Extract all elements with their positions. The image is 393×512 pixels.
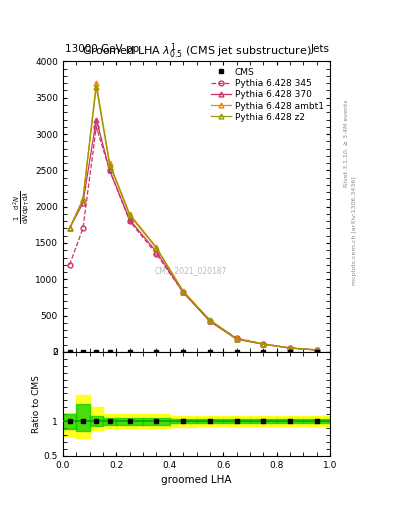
Pythia 6.428 ambt1 [67, 225, 72, 231]
Pythia 6.428 ambt1 [261, 341, 266, 347]
Pythia 6.428 z2 [67, 225, 72, 231]
Line: Pythia 6.428 370: Pythia 6.428 370 [67, 117, 319, 352]
CMS [208, 349, 212, 355]
Line: Pythia 6.428 ambt1: Pythia 6.428 ambt1 [67, 81, 319, 352]
Text: Rivet 3.1.10, ≥ 3.4M events: Rivet 3.1.10, ≥ 3.4M events [344, 99, 349, 187]
Pythia 6.428 345 [261, 341, 266, 347]
Pythia 6.428 ambt1 [81, 196, 85, 202]
Pythia 6.428 z2 [314, 347, 319, 353]
Line: Pythia 6.428 345: Pythia 6.428 345 [67, 124, 319, 352]
X-axis label: groomed LHA: groomed LHA [161, 475, 232, 485]
CMS [81, 349, 85, 355]
Pythia 6.428 ambt1 [181, 288, 185, 294]
CMS [314, 349, 319, 355]
CMS [261, 349, 266, 355]
Pythia 6.428 370 [94, 116, 99, 122]
Pythia 6.428 345 [94, 124, 99, 130]
Text: 13000 GeV pp: 13000 GeV pp [65, 44, 139, 54]
Pythia 6.428 ambt1 [234, 335, 239, 342]
CMS [181, 349, 185, 355]
Pythia 6.428 345 [181, 289, 185, 295]
Text: mcplots.cern.ch [arXiv:1306.3436]: mcplots.cern.ch [arXiv:1306.3436] [352, 176, 357, 285]
Pythia 6.428 370 [181, 289, 185, 295]
Pythia 6.428 370 [81, 200, 85, 206]
Pythia 6.428 ambt1 [208, 317, 212, 323]
Pythia 6.428 370 [288, 345, 292, 351]
Pythia 6.428 z2 [181, 289, 185, 295]
Pythia 6.428 z2 [154, 245, 159, 251]
Line: Pythia 6.428 z2: Pythia 6.428 z2 [67, 84, 319, 352]
CMS [107, 349, 112, 355]
Pythia 6.428 370 [261, 341, 266, 347]
CMS [154, 349, 159, 355]
Pythia 6.428 345 [208, 317, 212, 324]
Pythia 6.428 z2 [288, 345, 292, 351]
Pythia 6.428 370 [67, 225, 72, 231]
Legend: CMS, Pythia 6.428 345, Pythia 6.428 370, Pythia 6.428 ambt1, Pythia 6.428 z2: CMS, Pythia 6.428 345, Pythia 6.428 370,… [209, 66, 326, 123]
Pythia 6.428 z2 [107, 161, 112, 167]
Pythia 6.428 ambt1 [94, 80, 99, 87]
CMS [288, 349, 292, 355]
Pythia 6.428 345 [154, 251, 159, 257]
Pythia 6.428 370 [154, 249, 159, 255]
Pythia 6.428 ambt1 [288, 345, 292, 351]
Pythia 6.428 z2 [234, 336, 239, 342]
Pythia 6.428 370 [314, 347, 319, 353]
Y-axis label: Ratio to CMS: Ratio to CMS [32, 375, 41, 433]
Pythia 6.428 345 [67, 262, 72, 268]
Title: Groomed LHA $\lambda^{1}_{0.5}$ (CMS jet substructure): Groomed LHA $\lambda^{1}_{0.5}$ (CMS jet… [82, 42, 311, 61]
CMS [127, 349, 132, 355]
CMS [94, 349, 99, 355]
Pythia 6.428 ambt1 [127, 211, 132, 217]
Pythia 6.428 345 [288, 345, 292, 351]
Pythia 6.428 345 [81, 225, 85, 231]
Pythia 6.428 370 [234, 336, 239, 343]
Pythia 6.428 345 [234, 335, 239, 341]
Y-axis label: $\frac{1}{\mathrm{d}N}\frac{\mathrm{d}^2N}{\mathrm{d}p_T\,\mathrm{d}\lambda}$: $\frac{1}{\mathrm{d}N}\frac{\mathrm{d}^2… [11, 190, 32, 224]
Text: CMS_2021_020187: CMS_2021_020187 [155, 266, 227, 275]
Line: CMS: CMS [67, 350, 319, 354]
Pythia 6.428 345 [127, 218, 132, 224]
Pythia 6.428 ambt1 [107, 160, 112, 166]
CMS [67, 349, 72, 355]
Text: Jets: Jets [310, 44, 329, 54]
Pythia 6.428 z2 [81, 196, 85, 202]
Pythia 6.428 ambt1 [314, 347, 319, 353]
Pythia 6.428 345 [107, 167, 112, 174]
Pythia 6.428 370 [208, 318, 212, 325]
Pythia 6.428 z2 [94, 84, 99, 90]
Pythia 6.428 z2 [208, 317, 212, 324]
Pythia 6.428 ambt1 [154, 244, 159, 250]
Pythia 6.428 z2 [261, 341, 266, 347]
CMS [234, 349, 239, 355]
Pythia 6.428 z2 [127, 212, 132, 219]
Pythia 6.428 370 [127, 217, 132, 223]
Pythia 6.428 370 [107, 167, 112, 174]
Pythia 6.428 345 [314, 347, 319, 353]
